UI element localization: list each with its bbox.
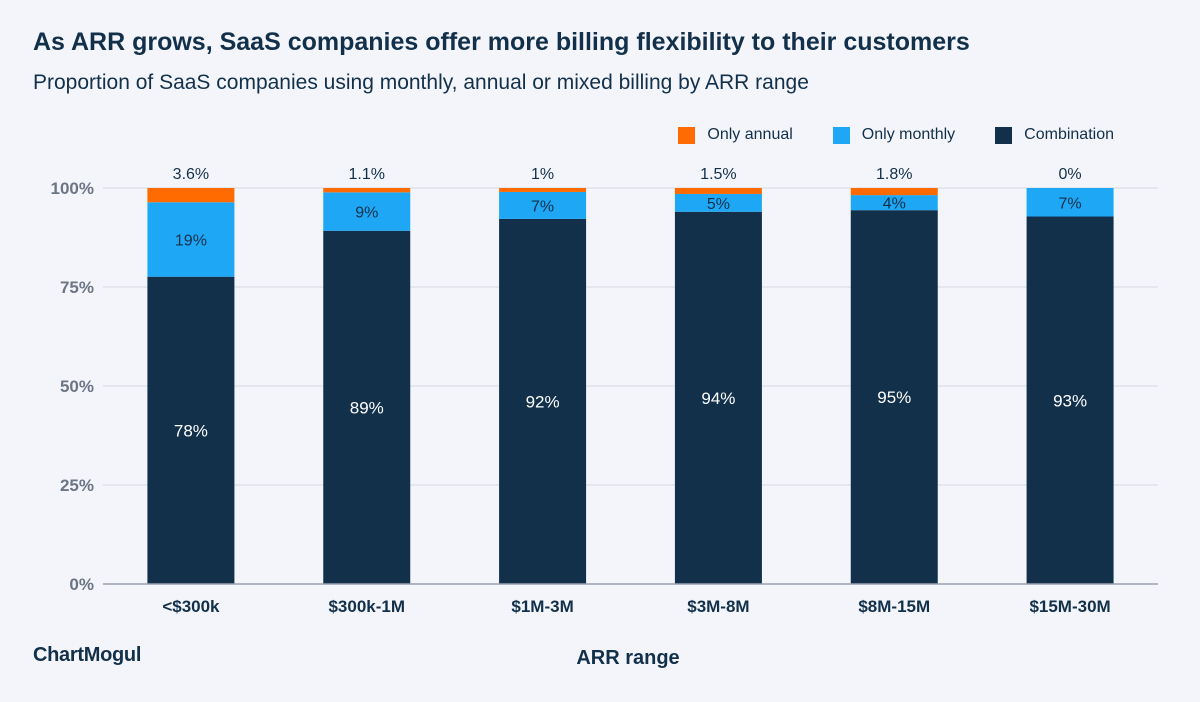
bar-segment xyxy=(1026,216,1114,584)
legend-label-only-monthly: Only monthly xyxy=(861,126,956,143)
bar-segment xyxy=(674,188,762,194)
bar-segment xyxy=(499,218,587,584)
data-label: 4% xyxy=(883,196,906,213)
legend-label-only-annual: Only annual xyxy=(707,126,793,143)
bar-segment xyxy=(850,210,938,584)
bar-segment xyxy=(147,276,235,584)
x-axis-title: ARR range xyxy=(576,647,680,669)
bar-segment xyxy=(850,188,938,196)
legend-swatch-only-monthly xyxy=(832,126,850,144)
data-label: 9% xyxy=(355,205,378,222)
x-tick-label: $3M-8M xyxy=(687,597,749,616)
data-label: 93% xyxy=(1053,391,1087,410)
data-label: 3.6% xyxy=(173,166,209,183)
data-label: 92% xyxy=(526,392,560,411)
y-tick-label: 25% xyxy=(60,476,94,495)
data-label: 1.8% xyxy=(876,166,912,183)
y-tick-label: 75% xyxy=(60,278,94,297)
legend-label-combination: Combination xyxy=(1024,126,1114,143)
legend-item-combination: Combination xyxy=(995,126,1114,144)
bar-segment xyxy=(674,193,762,212)
y-tick-label: 100% xyxy=(51,179,94,198)
bar-segment xyxy=(674,211,762,584)
y-tick-label: 50% xyxy=(60,377,94,396)
data-label: 0% xyxy=(1059,166,1082,183)
bar-segment xyxy=(323,192,411,231)
bar-segment xyxy=(1026,188,1114,217)
legend-item-only-monthly: Only monthly xyxy=(832,126,956,144)
brand-logo: ChartMogul xyxy=(33,644,142,666)
data-label: 89% xyxy=(350,398,384,417)
y-tick-label: 0% xyxy=(69,575,94,594)
bar-segment xyxy=(323,188,411,193)
data-label: 19% xyxy=(175,232,207,249)
bar-segment xyxy=(499,191,587,219)
legend-swatch-combination xyxy=(995,126,1013,144)
bar-segment xyxy=(147,188,235,203)
bar-segment xyxy=(323,230,411,584)
data-label: 5% xyxy=(707,196,730,213)
x-tick-label: $300k-1M xyxy=(328,597,405,616)
data-label: 1.1% xyxy=(349,166,385,183)
x-tick-label: <$300k xyxy=(162,597,220,616)
data-label: 95% xyxy=(877,388,911,407)
bar-segment xyxy=(147,202,235,277)
x-tick-label: $8M-15M xyxy=(858,597,930,616)
chart-legend: Only annual Only monthly Combination xyxy=(678,126,1114,144)
chart-title: As ARR grows, SaaS companies offer more … xyxy=(33,28,970,56)
data-label: 1% xyxy=(531,166,554,183)
x-tick-label: $15M-30M xyxy=(1029,597,1110,616)
data-label: 78% xyxy=(174,421,208,440)
data-label: 7% xyxy=(531,198,554,215)
data-label: 7% xyxy=(1059,195,1082,212)
x-tick-label: $1M-3M xyxy=(511,597,573,616)
legend-item-only-annual: Only annual xyxy=(678,126,793,144)
chart-subtitle: Proportion of SaaS companies using month… xyxy=(33,71,809,94)
data-label: 94% xyxy=(701,389,735,408)
bar-segment xyxy=(850,195,938,211)
bar-segment xyxy=(499,188,587,192)
data-label: 1.5% xyxy=(700,166,736,183)
legend-swatch-only-annual xyxy=(678,126,696,144)
